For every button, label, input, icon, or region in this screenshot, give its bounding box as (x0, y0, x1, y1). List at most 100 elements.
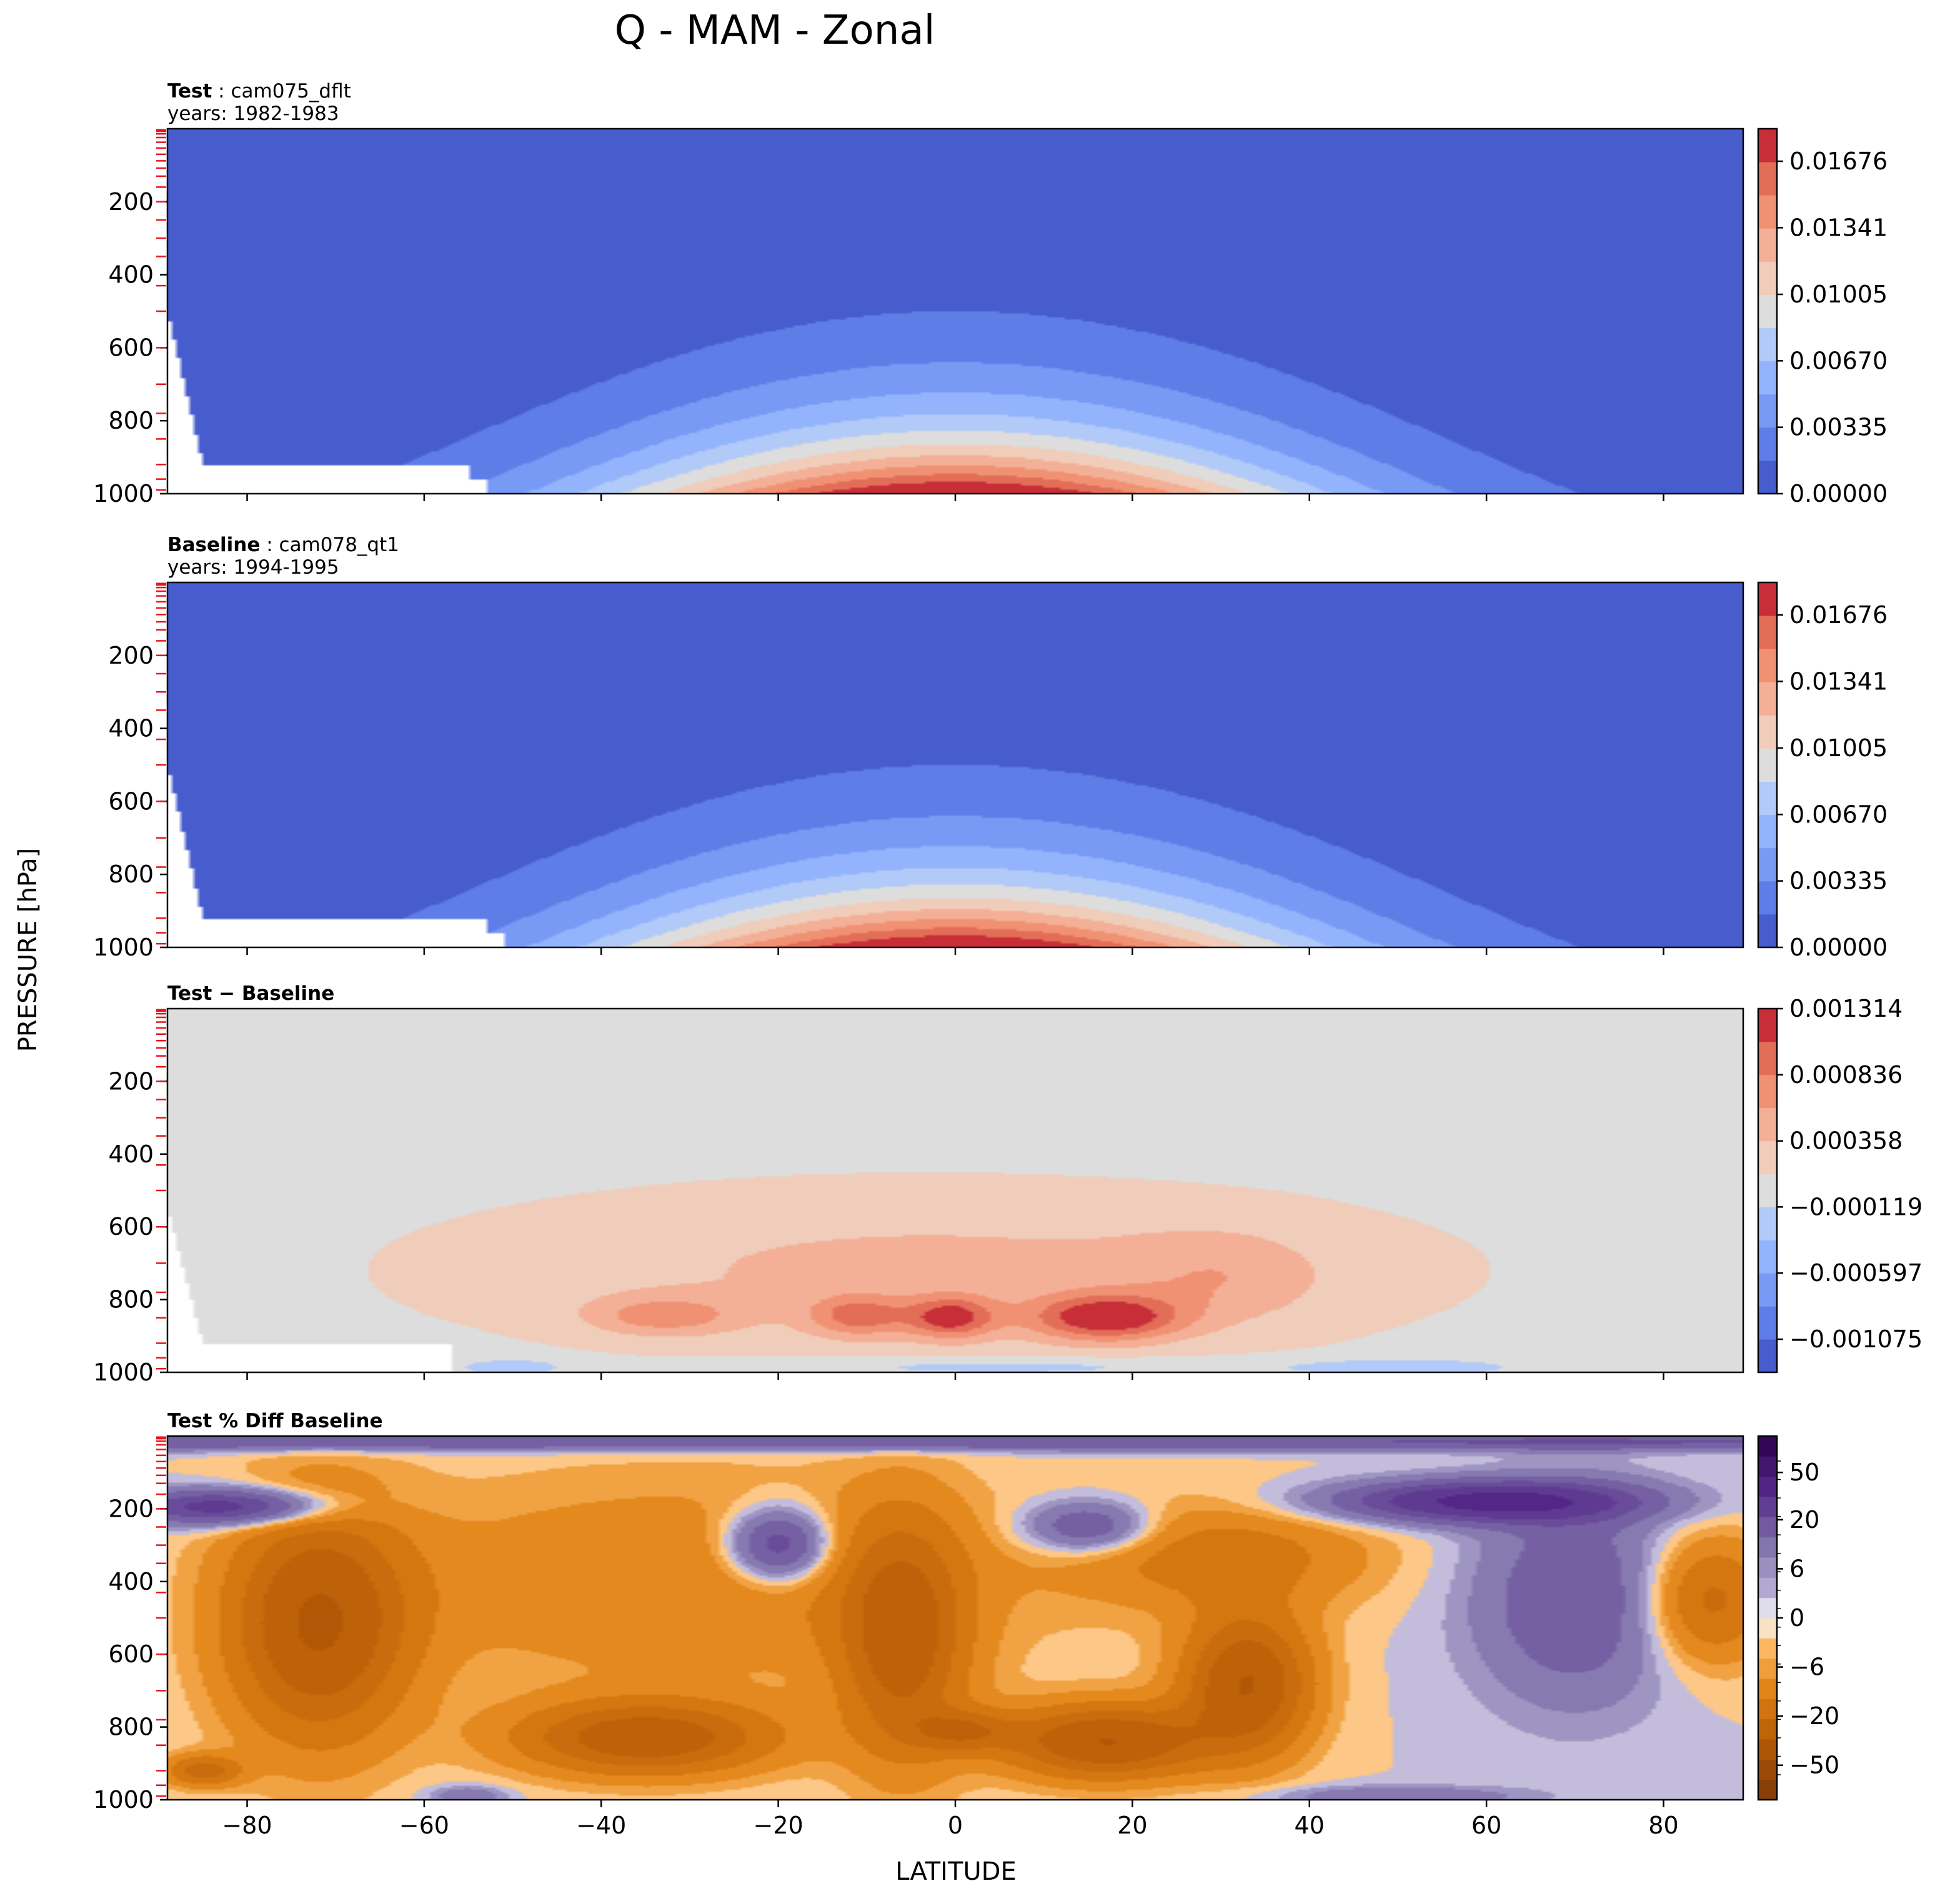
colorbar-tick-label: 0 (1789, 1604, 1804, 1632)
colorbar-segment (1758, 1618, 1777, 1639)
colorbar-segment (1758, 1577, 1777, 1599)
colorbar-segment (1758, 1107, 1777, 1142)
colorbar-segment (1758, 261, 1777, 295)
y-tick-label: 400 (108, 1568, 154, 1595)
colorbar-test: 0.00000 0.00335 0.00670 0.01005 0.01341 0.016… (1757, 127, 1888, 507)
colorbar-tick-label: 0.01005 (1789, 734, 1888, 762)
y-tick-label: 400 (108, 1140, 154, 1168)
colorbar-segment (1758, 327, 1777, 362)
colorbar-tick-label: 0.00670 (1789, 347, 1888, 374)
colorbar-tick-label: 0.01676 (1789, 147, 1888, 175)
y-tick-label: 200 (108, 188, 154, 216)
colorbar-tick-label: −50 (1789, 1752, 1839, 1779)
panel-label: Test : cam075_dflt (167, 80, 351, 102)
panel-label-case: : cam078_qt1 (260, 534, 399, 556)
colorbar-tick-label: 0.00335 (1789, 414, 1888, 441)
panel-label: Test % Diff Baseline (167, 1410, 383, 1432)
panel-label-bold: Test − Baseline (167, 982, 334, 1005)
colorbar-segment (1758, 1679, 1777, 1699)
colorbar-frame (1757, 581, 1778, 949)
contour-field (167, 129, 1743, 494)
colorbar-segment (1758, 582, 1777, 616)
colorbar-tick-label: 0.00335 (1789, 867, 1888, 895)
colorbar-segment (1758, 616, 1777, 649)
panel-percent_difference: Test % Diff Baseline2004006008001000−80−… (93, 1410, 1839, 1839)
colorbar-segment (1758, 649, 1777, 682)
colorbar-baseline: 0.00000 0.00335 0.00670 0.01005 0.01341 0.016… (1757, 581, 1888, 961)
figure-title: Q - MAM - Zonal (615, 7, 935, 54)
field-difference (167, 1009, 1743, 1372)
y-tick-label: 1000 (93, 480, 154, 507)
x-tick-label: 0 (948, 1812, 963, 1839)
colorbar-segment (1758, 1174, 1777, 1207)
panel-label-bold: Test % Diff Baseline (167, 1410, 383, 1432)
panel-difference: Test − Baseline 200 400 600 800 1000 −0.001075… (93, 982, 1923, 1386)
colorbar-segment (1758, 1658, 1777, 1679)
colorbar-segment (1758, 715, 1777, 749)
panel-years: years: 1982-1983 (167, 102, 339, 125)
colorbar-segment (1758, 1240, 1777, 1274)
colorbar-segment (1758, 847, 1777, 882)
colorbar-segment (1758, 1273, 1777, 1307)
contour-field (167, 582, 1743, 947)
colorbar-tick-label: −0.000597 (1789, 1259, 1923, 1287)
y-tick-label: 1000 (93, 934, 154, 961)
colorbar-segment (1758, 781, 1777, 816)
y-tick-label: 1000 (93, 1359, 154, 1386)
colorbar-segment (1758, 427, 1777, 461)
colorbar-difference: −0.001075 −0.000597 −0.000119 0.000358 0.000… (1757, 995, 1923, 1374)
y-tick-label: 800 (108, 861, 154, 888)
x-tick-label: 80 (1648, 1812, 1678, 1839)
colorbar-segment (1758, 814, 1777, 849)
colorbar-tick-label: 0.01676 (1789, 601, 1888, 629)
x-tick-label: 40 (1295, 1812, 1325, 1839)
colorbar-frame (1757, 1435, 1778, 1801)
y-tick-label: 600 (108, 1213, 154, 1240)
colorbar-segment (1758, 748, 1777, 782)
x-tick-label: −80 (222, 1812, 272, 1839)
y-tick-label: 800 (108, 1714, 154, 1741)
y-tick-label: 800 (108, 1286, 154, 1314)
panel-label: Baseline : cam078_qt1 (167, 534, 399, 556)
x-axis-label: LATITUDE (895, 1857, 1016, 1886)
y-axis-label: PRESSURE [hPa] (14, 848, 42, 1052)
colorbar-segment (1758, 1517, 1777, 1538)
colorbar-segment (1758, 1638, 1777, 1659)
colorbar-segment (1758, 1597, 1777, 1619)
x-tick-label: −40 (576, 1812, 626, 1839)
y-tick-label: 600 (108, 787, 154, 815)
colorbar-segment (1758, 1074, 1777, 1109)
colorbar-tick-label: 0.01005 (1789, 281, 1888, 308)
colorbar-tick-label: 0.000358 (1789, 1127, 1903, 1155)
colorbar-segment (1758, 361, 1777, 395)
colorbar-segment (1758, 1719, 1777, 1740)
panel-label: Test − Baseline (167, 982, 334, 1005)
y-tick-label: 400 (108, 261, 154, 289)
panel-label-case: : cam075_dflt (212, 80, 351, 102)
x-tick-label: 60 (1471, 1812, 1501, 1839)
x-tick-label: −20 (754, 1812, 803, 1839)
colorbar-segment (1758, 1779, 1777, 1800)
colorbar-tick-label: 0.000836 (1789, 1061, 1903, 1089)
colorbar-segment (1758, 1339, 1777, 1373)
colorbar-tick-label: 0.00000 (1789, 934, 1888, 961)
field-test (167, 129, 1743, 494)
y-tick-label: 200 (108, 642, 154, 669)
colorbar-segment (1758, 129, 1777, 162)
colorbar-segment (1758, 1759, 1777, 1780)
panel-years: years: 1994-1995 (167, 556, 339, 579)
colorbar-segment (1758, 294, 1777, 329)
colorbar-segment (1758, 1497, 1777, 1517)
colorbar-segment (1758, 1041, 1777, 1075)
colorbar-segment (1758, 460, 1777, 494)
colorbar-percent_difference: 50 20 6 0 −6 −20 −50 (1757, 1435, 1839, 1801)
y-tick-label: 200 (108, 1495, 154, 1522)
colorbar-segment (1758, 914, 1777, 948)
colorbar-segment (1758, 228, 1777, 262)
colorbar-segment (1758, 682, 1777, 716)
colorbar-tick-label: 0.001314 (1789, 995, 1903, 1022)
colorbar-tick-label: 0.01341 (1789, 214, 1888, 241)
